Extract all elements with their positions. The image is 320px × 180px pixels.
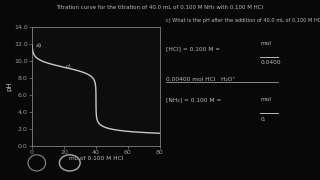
Text: mol: mol [261,97,272,102]
Y-axis label: pH: pH [7,82,13,91]
Text: 0.00400 mol HCl   H₂O⁺: 0.00400 mol HCl H₂O⁺ [166,76,236,82]
Text: Titration curve for the titration of 40.0 mL of 0.100 M NH₃ with 0.100 M HCl: Titration curve for the titration of 40.… [57,5,263,10]
Text: a): a) [35,43,42,48]
Text: c): c) [66,64,71,69]
Text: 0.: 0. [260,117,266,122]
X-axis label: mL of 0.100 M HCl: mL of 0.100 M HCl [69,156,123,161]
Text: c) What is the pH after the addition of 40.0 mL of 0.100 M HCl?: c) What is the pH after the addition of … [166,18,320,23]
Text: [HCl] = 0.100 M =: [HCl] = 0.100 M = [166,47,220,52]
Text: 0.0400: 0.0400 [260,60,281,65]
Text: [NH₃] = 0.100 M =: [NH₃] = 0.100 M = [166,97,222,102]
Text: mol: mol [261,41,272,46]
